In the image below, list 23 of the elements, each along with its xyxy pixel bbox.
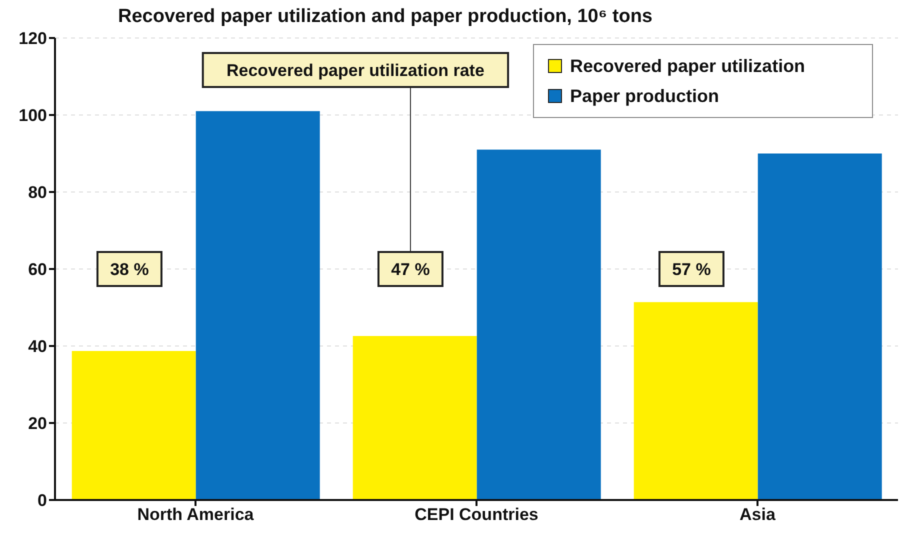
- x-tick-label: Asia: [740, 505, 776, 524]
- bar: [476, 150, 601, 500]
- y-tick-label: 0: [38, 491, 47, 510]
- y-tick-label: 80: [28, 183, 47, 202]
- annotation: 38 %: [110, 260, 149, 279]
- annotation: 47 %: [391, 260, 430, 279]
- y-tick-label: 20: [28, 414, 47, 434]
- chart-title: Recovered paper utilization and paper production, 10⁶ tons: [118, 6, 652, 28]
- legend-label: Recovered paper utilization: [570, 55, 806, 78]
- y-tick-label: 40: [28, 337, 47, 356]
- legend-label: Paper production: [570, 85, 720, 108]
- bar: [196, 111, 320, 500]
- bar: [634, 302, 758, 500]
- bar: [352, 336, 477, 500]
- y-tick-label: 120: [18, 29, 47, 48]
- bar: [758, 154, 882, 500]
- x-tick-label: CEPI Countries: [414, 505, 538, 524]
- bar: [72, 351, 196, 500]
- y-tick-label: 100: [18, 106, 47, 126]
- y-tick-label: 60: [28, 260, 47, 280]
- x-tick-label: North America: [137, 505, 254, 524]
- annotation: Recovered paper utilization rate: [226, 61, 484, 80]
- annotation: 57 %: [672, 260, 711, 279]
